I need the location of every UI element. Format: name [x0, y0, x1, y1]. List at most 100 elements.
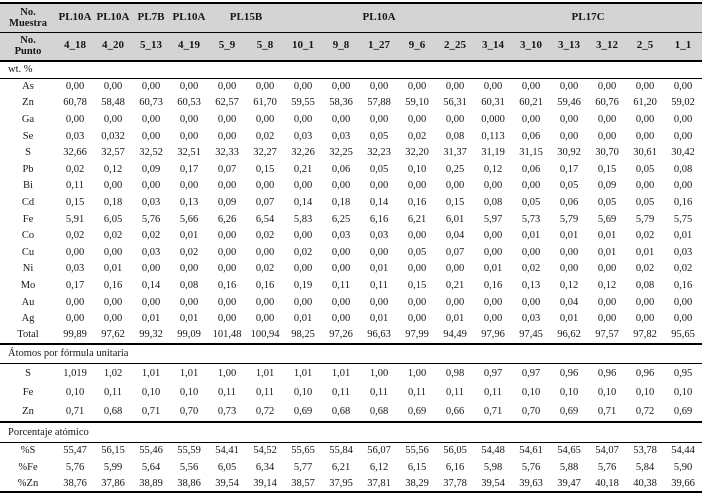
table-row: Fe 0,10 0,11 0,10 0,10 0,11 0,11 0,10 0,11 0,11 0,… — [0, 383, 702, 403]
value-cell: 0,01 — [179, 230, 199, 242]
value-cell: 0,08 — [445, 130, 465, 142]
point-id-header: 10_1 — [284, 32, 322, 62]
value-cell: 0,00 — [65, 113, 85, 125]
value-cell: 0,00 — [331, 296, 351, 308]
value-cell: 32,26 — [291, 147, 315, 159]
value-cell: 0,03 — [331, 130, 351, 142]
value-cell: 0,14 — [369, 196, 389, 208]
value-cell: 5,98 — [483, 461, 503, 473]
value-cell: 6,05 — [217, 461, 237, 473]
value-cell: 39,14 — [246, 475, 284, 494]
value-cell: 6,12 — [369, 461, 389, 473]
value-cell: 0,00 — [293, 81, 313, 93]
row-label: Zn — [22, 406, 34, 418]
section-label: Porcentaje atómico — [0, 421, 702, 443]
value-cell: 0,05 — [635, 163, 655, 175]
value-cell: 0,00 — [673, 296, 693, 308]
value-cell: 0,21 — [445, 279, 465, 291]
value-cell: 54,48 — [481, 445, 505, 457]
row-label: Fe — [22, 213, 34, 225]
value-cell: 0,97 — [483, 367, 503, 379]
value-cell: 96,62 — [557, 329, 581, 341]
value-cell: 0,00 — [407, 263, 427, 275]
value-cell: 0,98 — [445, 367, 465, 379]
value-cell: 0,03 — [141, 246, 161, 258]
value-cell: 97,82 — [633, 329, 657, 341]
row-label: %Fe — [18, 461, 38, 473]
value-cell: 39,54 — [208, 475, 246, 494]
value-cell: 31,19 — [481, 147, 505, 159]
value-cell: 0,02 — [65, 230, 85, 242]
value-cell: 0,15 — [445, 196, 465, 208]
section-label-row: Átomos por fórmula unitaria — [0, 342, 702, 364]
value-cell: 1,01 — [141, 367, 161, 379]
value-cell: 0,12 — [483, 163, 503, 175]
value-cell: 0,00 — [635, 81, 655, 93]
value-cell: 0,05 — [407, 246, 427, 258]
point-id-header: 5_9 — [208, 32, 246, 62]
value-cell: 0,00 — [331, 263, 351, 275]
value-cell: 0,02 — [179, 246, 199, 258]
value-cell: 0,08 — [635, 279, 655, 291]
value-cell: 6,01 — [445, 213, 465, 225]
value-cell: 0,00 — [141, 296, 161, 308]
value-cell: 0,95 — [673, 367, 693, 379]
value-cell: 0,02 — [103, 230, 123, 242]
value-cell: 0,11 — [370, 279, 388, 291]
value-cell: 0,97 — [521, 367, 541, 379]
value-cell: 0,03 — [331, 230, 351, 242]
value-cell: 0,16 — [673, 196, 693, 208]
value-cell: 0,11 — [218, 387, 236, 399]
value-cell: 0,18 — [103, 196, 123, 208]
table-row: Ga 0,00 0,00 0,00 0,00 0,00 0,00 0,00 0,00 0,00 0,… — [0, 111, 702, 128]
value-cell: 0,10 — [521, 387, 541, 399]
value-cell: 0,00 — [673, 130, 693, 142]
value-cell: 0,00 — [483, 180, 503, 192]
table-row: Fe 5,91 6,05 5,76 5,66 6,26 6,54 5,83 6,25 6,16 6,… — [0, 211, 702, 228]
value-cell: 0,01 — [635, 246, 655, 258]
value-cell: 0,00 — [635, 130, 655, 142]
row-label: %Zn — [0, 475, 56, 494]
value-cell: 0,68 — [331, 406, 351, 418]
value-cell: 38,76 — [56, 475, 94, 494]
value-cell: 0,09 — [217, 196, 237, 208]
value-cell: 0,11 — [484, 387, 503, 399]
value-cell: 0,00 — [597, 113, 617, 125]
point-id-header: 2_5 — [626, 32, 665, 62]
table-row: Au 0,00 0,00 0,00 0,00 0,00 0,00 0,00 0,00 0,00 0,… — [0, 294, 702, 311]
point-id-header: 3_13 — [550, 32, 589, 62]
value-cell: 0,00 — [141, 130, 161, 142]
value-cell: 0,00 — [217, 180, 237, 192]
value-cell: 0,08 — [483, 196, 503, 208]
value-cell: 0,02 — [635, 263, 655, 275]
value-cell: 0,04 — [445, 230, 465, 242]
value-cell: 5,76 — [141, 213, 161, 225]
value-cell: 5,97 — [483, 213, 503, 225]
point-id-header: 9_8 — [322, 32, 360, 62]
value-cell: 6,34 — [255, 461, 275, 473]
value-cell: 32,33 — [215, 147, 239, 159]
value-cell: 0,01 — [483, 263, 503, 275]
sample-name-header: PL7B — [132, 2, 170, 33]
point-id-header: 3_12 — [588, 32, 627, 62]
value-cell: 0,01 — [445, 313, 465, 325]
row-label: Zn — [22, 97, 34, 109]
value-cell: 0,00 — [445, 81, 465, 93]
value-cell: 59,10 — [405, 97, 429, 109]
value-cell: 0,00 — [103, 81, 123, 93]
table-row: S 32,66 32,57 32,52 32,51 32,33 32,27 32,26 32,2… — [0, 144, 702, 161]
value-cell: 60,53 — [177, 97, 201, 109]
point-id-header: 9_6 — [398, 32, 436, 62]
value-cell: 99,32 — [139, 329, 163, 341]
value-cell: 0,00 — [369, 81, 389, 93]
value-cell: 30,70 — [595, 147, 619, 159]
row-label: Mo — [20, 279, 36, 291]
value-cell: 0,00 — [521, 113, 541, 125]
value-cell: 5,69 — [597, 213, 617, 225]
value-cell: 0,05 — [369, 163, 389, 175]
value-cell: 55,46 — [139, 445, 163, 457]
value-cell: 0,69 — [407, 406, 427, 418]
value-cell: 55,65 — [291, 445, 315, 457]
value-cell: 0,00 — [483, 81, 503, 93]
